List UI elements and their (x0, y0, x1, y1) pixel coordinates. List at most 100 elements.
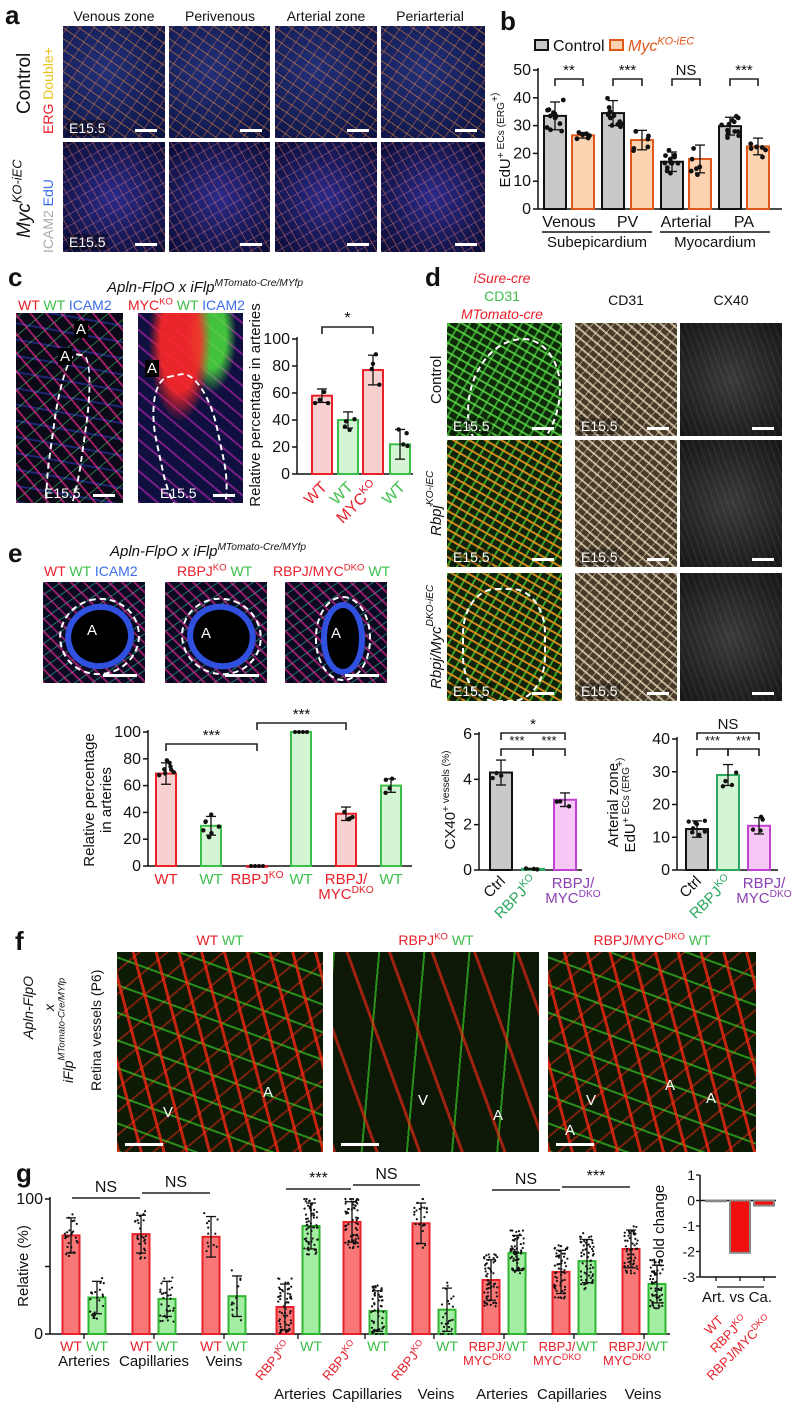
y-tick-label: 80 (272, 358, 290, 375)
data-point (354, 1238, 357, 1241)
micrograph (169, 142, 270, 252)
data-point (289, 1319, 292, 1322)
data-point (373, 1309, 376, 1312)
category-label: WT (226, 1338, 248, 1354)
artery-marker: A (493, 1107, 504, 1124)
data-point (356, 1209, 359, 1212)
y-tick-label: 0 (687, 1193, 695, 1209)
data-point (634, 1256, 637, 1259)
data-point (278, 1277, 281, 1280)
group-label: Capillaries (332, 1386, 402, 1403)
data-point (652, 1304, 655, 1307)
data-point (655, 1307, 658, 1310)
stage-label: E15.5 (579, 549, 620, 565)
micrograph: E15.5 (575, 573, 677, 701)
data-point (354, 1239, 357, 1243)
data-point (207, 1245, 210, 1248)
data-point (415, 1218, 418, 1221)
data-point (371, 1297, 374, 1301)
data-point (94, 1290, 97, 1294)
data-point (143, 1249, 147, 1252)
micrograph: A (165, 582, 267, 683)
stage-label: E15.5 (44, 485, 81, 501)
data-point (486, 1272, 489, 1275)
bar (311, 394, 333, 476)
data-point (657, 1296, 660, 1299)
data-point (76, 1241, 79, 1244)
data-point (694, 166, 699, 172)
significance-label: *** (309, 1170, 328, 1187)
data-point (509, 1249, 512, 1253)
data-point (380, 1287, 383, 1290)
data-point (413, 1206, 416, 1209)
data-point (372, 1321, 375, 1325)
data-point (143, 1210, 147, 1213)
y-axis-label: EdU+ ECs (ERG+) (490, 93, 514, 188)
data-point (344, 1225, 347, 1228)
data-point (305, 1197, 308, 1201)
scale-bar (135, 243, 157, 246)
data-point (583, 1283, 586, 1286)
y-tick-label: 50 (513, 62, 531, 79)
data-point (373, 352, 379, 357)
category-label: RBPJKO (318, 1337, 360, 1383)
data-point (653, 1258, 656, 1261)
data-point (592, 1245, 595, 1248)
data-point (623, 1234, 626, 1238)
significance-label: NS (375, 1166, 397, 1183)
group-label: Arteries (58, 1353, 110, 1370)
data-point (356, 1234, 359, 1237)
data-point (159, 1290, 162, 1293)
data-point (519, 1252, 523, 1255)
data-point (373, 1291, 377, 1295)
data-point (286, 1297, 289, 1300)
significance-label: *** (736, 733, 751, 748)
data-point (629, 1272, 633, 1275)
data-point (488, 1256, 491, 1259)
data-point (285, 1323, 288, 1326)
data-point (278, 1331, 281, 1334)
micrograph (275, 26, 377, 138)
data-point (653, 1281, 657, 1284)
data-point (349, 1197, 353, 1201)
panel-label-f: f (15, 926, 24, 956)
stage-label: E15.5 (579, 683, 620, 699)
data-point (651, 1270, 654, 1273)
data-point (660, 1288, 663, 1292)
data-point (142, 1236, 145, 1239)
group-label: Veins (625, 1386, 662, 1403)
bar (380, 784, 402, 867)
data-point (67, 1241, 70, 1245)
data-point (511, 1268, 515, 1271)
data-point (374, 1332, 377, 1336)
data-point (649, 1299, 652, 1302)
data-point (496, 1255, 499, 1259)
data-point (377, 382, 382, 387)
data-point (216, 1218, 219, 1221)
data-point (557, 799, 563, 804)
bar (571, 134, 595, 210)
data-point (353, 1207, 356, 1210)
data-point (492, 1272, 495, 1275)
y-tick-label: 20 (123, 831, 141, 848)
significance-bracket (671, 78, 701, 86)
category-label: PA (734, 214, 754, 231)
data-point (649, 1274, 652, 1277)
data-point (65, 1253, 68, 1256)
data-point (553, 1283, 556, 1286)
data-point (376, 1284, 379, 1287)
data-point (288, 1293, 292, 1296)
data-point (580, 1241, 583, 1244)
data-point (589, 1270, 592, 1274)
y-tick-label: -2 (683, 1244, 696, 1260)
data-point (92, 1316, 95, 1320)
data-point (563, 1268, 566, 1272)
data-point (591, 1281, 594, 1284)
y-tick-label: -3 (683, 1269, 696, 1285)
y-tick-label: 60 (123, 778, 141, 795)
data-point (312, 1212, 315, 1215)
data-point (554, 1272, 557, 1275)
micrograph (275, 142, 377, 252)
micrograph (381, 26, 485, 138)
data-point (261, 864, 265, 868)
